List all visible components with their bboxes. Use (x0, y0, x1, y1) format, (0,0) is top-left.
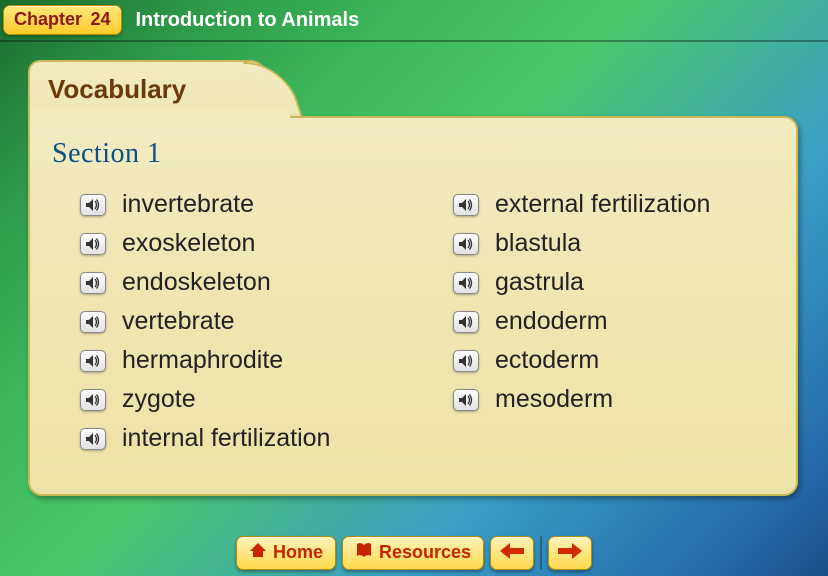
home-roof-icon (249, 542, 267, 563)
vocab-item: gastrula (453, 268, 766, 297)
speaker-icon[interactable] (453, 233, 479, 255)
vocab-item: external fertilization (453, 190, 766, 219)
vocab-term: blastula (495, 229, 581, 258)
speaker-icon[interactable] (80, 233, 106, 255)
nav-divider (540, 536, 542, 570)
vocab-column-left: invertebrate exoskeleton endoskeleton verte… (80, 190, 393, 463)
speaker-icon[interactable] (453, 350, 479, 372)
resources-label: Resources (379, 542, 471, 563)
vocab-term: endoderm (495, 307, 608, 336)
vocab-item: hermaphrodite (80, 346, 393, 375)
bottom-nav: Home Resources (0, 536, 828, 570)
vocab-item: ectoderm (453, 346, 766, 375)
home-button[interactable]: Home (236, 536, 336, 570)
vocab-item: endoskeleton (80, 268, 393, 297)
top-bar: Chapter 24 Introduction to Animals (0, 4, 828, 36)
speaker-icon[interactable] (80, 428, 106, 450)
header-divider (0, 40, 828, 42)
folder-body: Section 1 invertebrate exoskeleton endoske… (28, 116, 798, 496)
speaker-icon[interactable] (453, 311, 479, 333)
vocab-term: vertebrate (122, 307, 235, 336)
speaker-icon[interactable] (80, 272, 106, 294)
vocab-item: internal fertilization (80, 424, 393, 453)
home-label: Home (273, 542, 323, 563)
vocab-term: mesoderm (495, 385, 613, 414)
content-card: Vocabulary Section 1 invertebrate exoskel… (28, 60, 798, 496)
tab-merge-strip (30, 108, 290, 128)
vocab-term: invertebrate (122, 190, 254, 219)
vocab-term: internal fertilization (122, 424, 330, 453)
vocab-column-right: external fertilization blastula gastrula en… (453, 190, 766, 463)
book-icon (355, 542, 373, 563)
vocab-columns: invertebrate exoskeleton endoskeleton verte… (80, 190, 766, 463)
vocab-term: zygote (122, 385, 196, 414)
vocab-item: zygote (80, 385, 393, 414)
speaker-icon[interactable] (80, 350, 106, 372)
vocab-item: invertebrate (80, 190, 393, 219)
chapter-label: Chapter (14, 9, 82, 29)
chapter-badge: Chapter 24 (3, 5, 122, 35)
vocab-term: hermaphrodite (122, 346, 283, 375)
tab-title: Vocabulary (48, 74, 186, 105)
prev-button[interactable] (490, 536, 534, 570)
vocab-term: external fertilization (495, 190, 710, 219)
arrow-left-icon (498, 541, 526, 566)
section-heading: Section 1 (52, 138, 162, 170)
speaker-icon[interactable] (80, 389, 106, 411)
speaker-icon[interactable] (80, 311, 106, 333)
vocab-term: exoskeleton (122, 229, 255, 258)
speaker-icon[interactable] (453, 272, 479, 294)
next-button[interactable] (548, 536, 592, 570)
vocab-term: ectoderm (495, 346, 599, 375)
vocab-item: endoderm (453, 307, 766, 336)
chapter-title: Introduction to Animals (136, 9, 360, 32)
speaker-icon[interactable] (453, 389, 479, 411)
vocab-item: vertebrate (80, 307, 393, 336)
vocab-item: exoskeleton (80, 229, 393, 258)
speaker-icon[interactable] (80, 194, 106, 216)
vocab-term: gastrula (495, 268, 584, 297)
chapter-number: 24 (90, 9, 110, 29)
vocab-term: endoskeleton (122, 268, 271, 297)
vocab-item: blastula (453, 229, 766, 258)
vocab-item: mesoderm (453, 385, 766, 414)
speaker-icon[interactable] (453, 194, 479, 216)
resources-button[interactable]: Resources (342, 536, 484, 570)
arrow-right-icon (556, 541, 584, 566)
